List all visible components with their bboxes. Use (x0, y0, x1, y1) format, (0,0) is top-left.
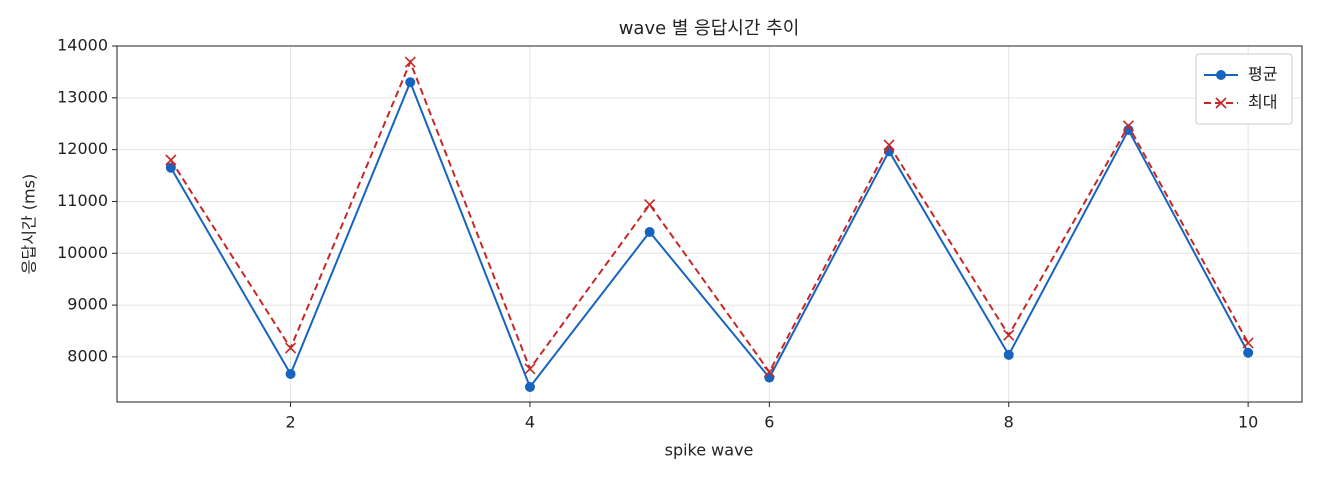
data-point (284, 342, 297, 354)
plot-frame (116, 45, 1303, 403)
y-axis-label: 응답시간 (ms) (20, 174, 39, 274)
data-point (404, 56, 416, 68)
series-line (169, 79, 1250, 389)
legend-label: 최대 (1248, 93, 1277, 112)
data-point (524, 381, 535, 392)
data-point (883, 139, 895, 151)
series-line (170, 59, 1250, 374)
data-point (1122, 120, 1135, 132)
data-point (644, 227, 655, 238)
y-tick-label: 10000 (57, 243, 108, 262)
legend-box (1195, 53, 1293, 125)
data-point (524, 363, 536, 375)
x-tick-label: 8 (1004, 413, 1014, 432)
x-tick-label: 4 (525, 413, 535, 432)
legend-label: 평균 (1248, 65, 1277, 84)
y-tick-label: 11000 (57, 191, 108, 210)
chart-title: wave 별 응답시간 추이 (619, 18, 800, 39)
y-tick-label: 8000 (67, 346, 108, 365)
data-point (165, 154, 177, 166)
y-tick-label: 12000 (57, 139, 108, 158)
data-point (1243, 347, 1254, 358)
data-point (763, 366, 775, 378)
y-tick-label: 13000 (57, 87, 108, 106)
data-point (1242, 337, 1254, 349)
y-tick-label: 9000 (67, 295, 108, 314)
data-point (285, 369, 296, 380)
x-tick-label: 6 (764, 413, 774, 432)
data-point (1003, 329, 1015, 341)
x-tick-label: 2 (285, 413, 295, 432)
data-point (1003, 349, 1014, 360)
legend-marker (1215, 97, 1227, 109)
data-point (764, 372, 775, 383)
x-axis-label: spike wave (665, 441, 754, 460)
data-point (405, 77, 416, 88)
x-tick-label: 10 (1238, 413, 1258, 432)
legend-marker (1216, 70, 1226, 80)
data-point (644, 199, 656, 211)
y-tick-label: 14000 (57, 36, 108, 55)
series (165, 77, 1254, 392)
series (165, 56, 1254, 378)
